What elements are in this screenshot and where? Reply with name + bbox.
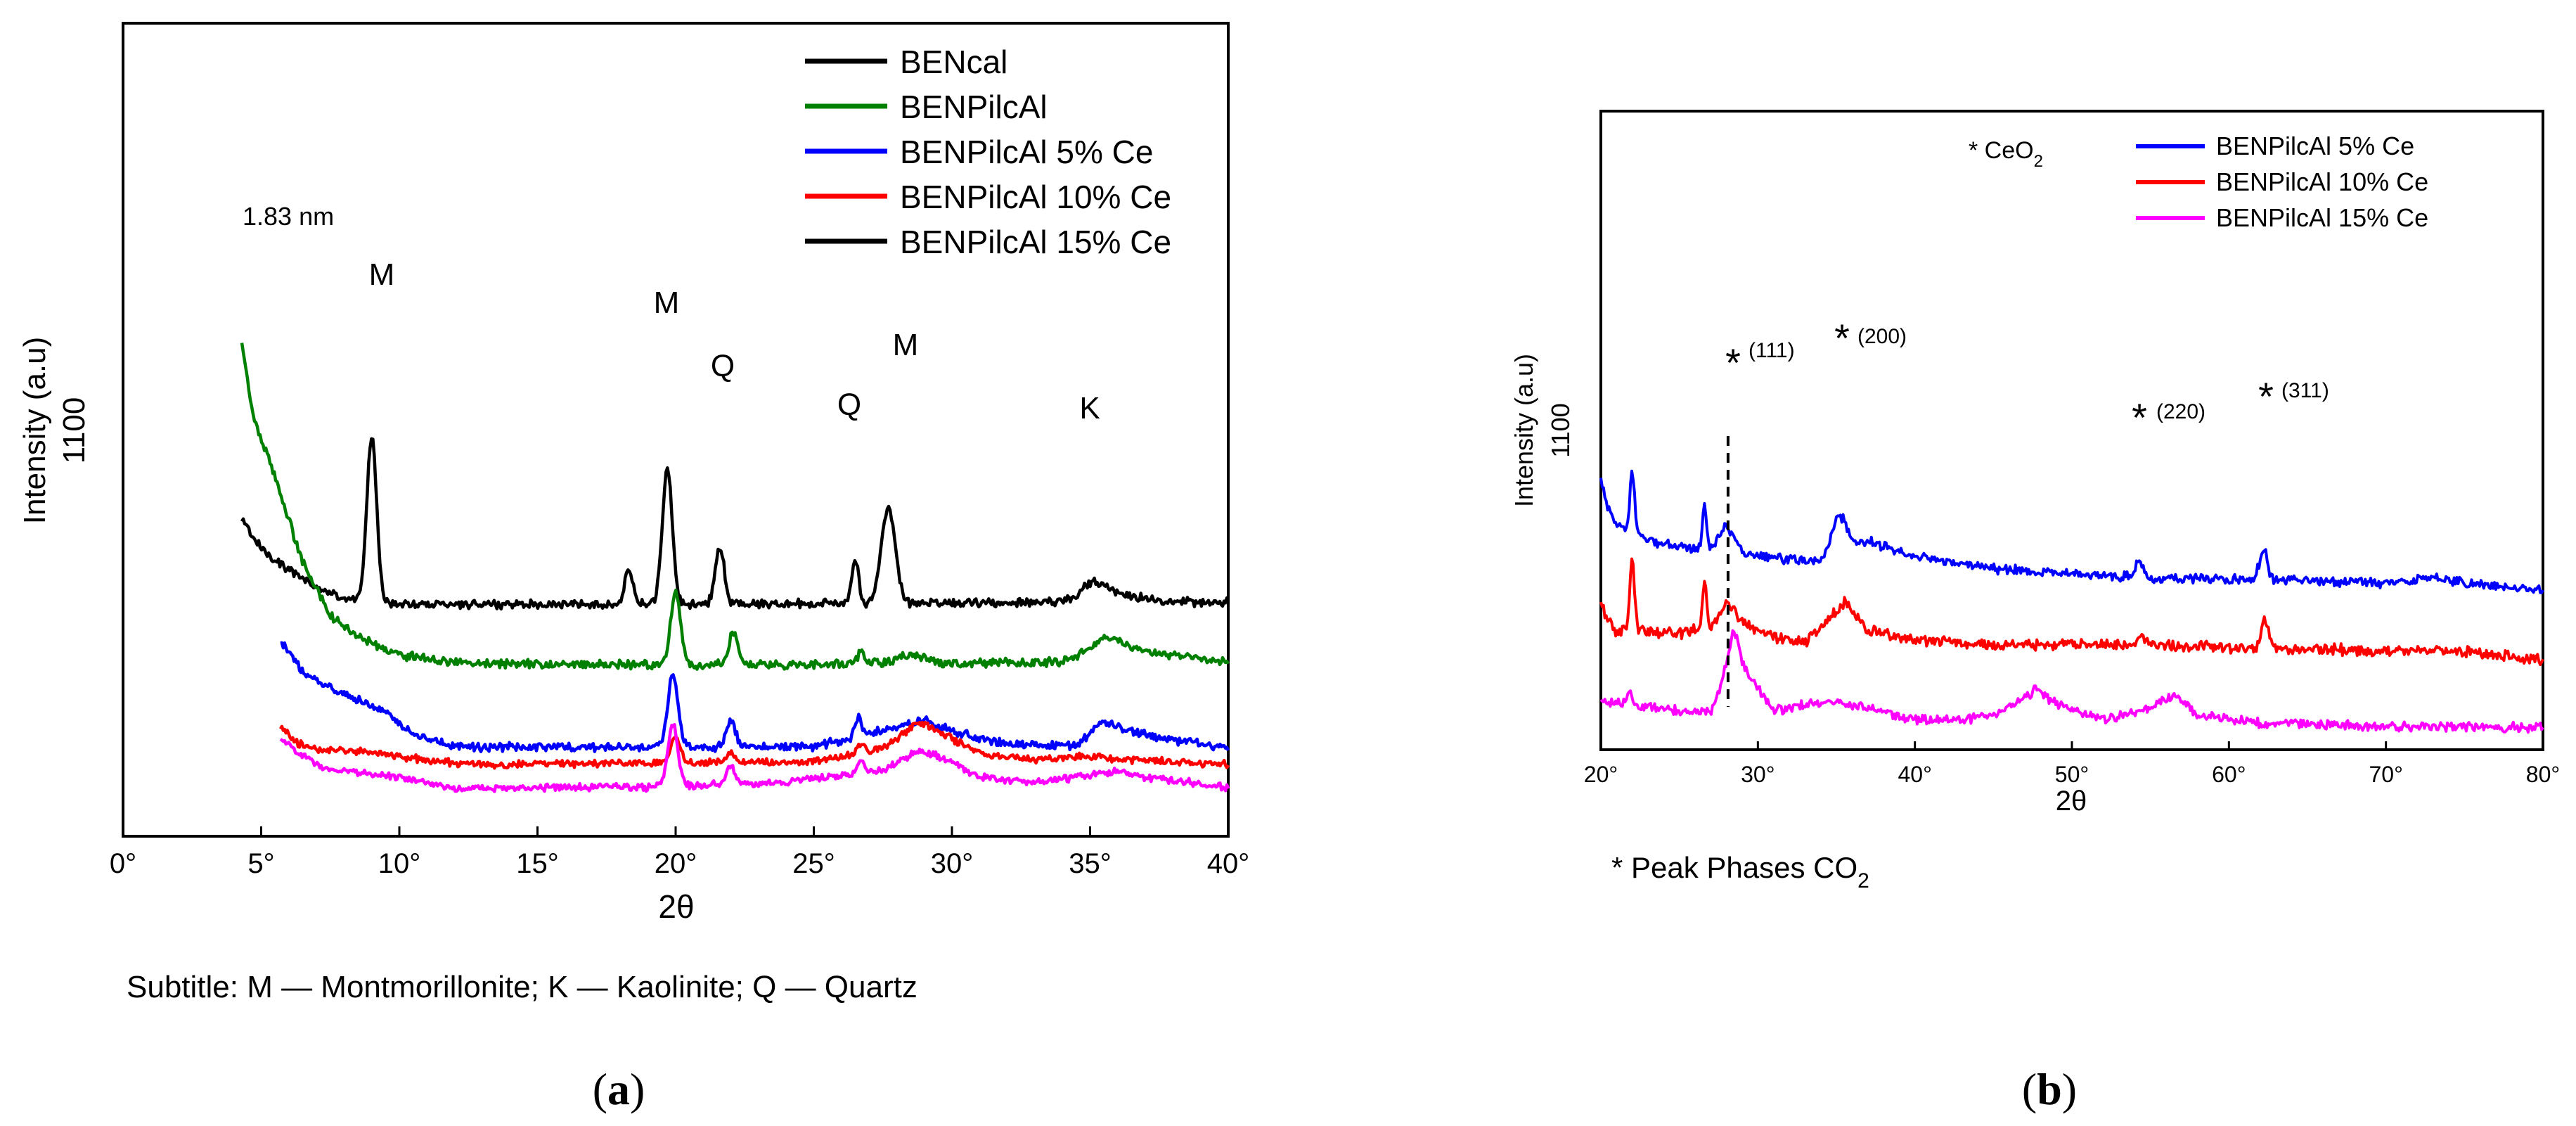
panel-label-b: (b) (2022, 1064, 2077, 1114)
series-line (280, 641, 1230, 753)
legend-label: BENPilcAl 15% Ce (900, 224, 1171, 260)
legend-label: BENPilcAl 10% Ce (900, 179, 1171, 215)
legend-label: BENPilcAl 5% Ce (900, 134, 1153, 170)
peak-star: * (2132, 395, 2147, 440)
x-tick-label: 30° (1741, 762, 1775, 787)
y-tick-label-a: 1100 (57, 397, 91, 464)
annotation-label: M (654, 286, 680, 320)
x-tick-label: 15° (516, 848, 559, 879)
x-tick-label: 0° (110, 848, 136, 879)
x-tick-label: 40° (1898, 762, 1931, 787)
x-tick-label: 80° (2526, 762, 2560, 787)
series-line (240, 437, 1230, 611)
legend-label: BENcal (900, 44, 1007, 80)
legend-b: BENPilcAl 5% Ce BENPilcAl 10% Ce BENPilc… (2136, 132, 2428, 232)
peak-hkl: (311) (2281, 379, 2329, 402)
peak-hkl: (111) (1749, 339, 1795, 362)
footnote-b: * Peak Phases CO2 (1611, 851, 1869, 893)
legend-label: BENPilcAl 5% Ce (2216, 132, 2414, 160)
series-line (279, 720, 1230, 770)
y-axis-label-b: Intensity (a.u) (1509, 354, 1538, 507)
peak-star: * (1834, 316, 1850, 360)
series-group-b (1599, 469, 2544, 734)
annotation-label: K (1079, 391, 1100, 426)
legend-note-b: * CeO2 (1969, 137, 2043, 171)
legend-a: BENcal BENPilcAl BENPilcAl 5% Ce BENPilc… (805, 44, 1171, 260)
x-axis-label-a: 2θ (658, 888, 694, 925)
x-tick-label: 10° (378, 848, 421, 879)
series-line (1599, 629, 2544, 734)
legend-label: BENPilcAl 10% Ce (2216, 167, 2428, 196)
y-tick-label-b: 1100 (1546, 403, 1575, 457)
x-tick-label: 5° (247, 848, 274, 879)
series-line (279, 722, 1230, 793)
chart-panel-a: 0° 5° 10° 15° 20° 25° 30° 35° 40° BENcal BENPilc… (18, 22, 1249, 1114)
peak-labels-b: * (111) * (200) * (220) * (311) (1725, 316, 2329, 440)
x-tick-label: 30° (931, 848, 974, 879)
series-line (240, 343, 1230, 671)
annotation-label: M (369, 257, 395, 292)
x-axis-label-b: 2θ (2056, 786, 2087, 817)
x-tick-label: 20° (1584, 762, 1618, 787)
x-tick-label: 60° (2212, 762, 2246, 787)
panel-label-a: (a) (593, 1064, 645, 1114)
peak-hkl: (220) (2156, 400, 2205, 423)
legend-label: BENPilcAl 15% Ce (2216, 203, 2428, 232)
x-axis-a: 0° 5° 10° 15° 20° 25° 30° 35° 40° (110, 826, 1249, 879)
series-line (1599, 557, 2544, 667)
x-tick-label: 25° (792, 848, 835, 879)
annotation-label: Q (837, 388, 861, 422)
peak-hkl: (200) (1857, 325, 1907, 348)
y-axis-label-a: Intensity (a.u) (18, 337, 52, 525)
annotation-label: 1.83 nm (243, 202, 334, 231)
x-tick-label: 35° (1069, 848, 1112, 879)
peak-star: * (1725, 340, 1741, 385)
series-line (1599, 469, 2544, 594)
annotation-label: M (893, 328, 919, 362)
chart-panel-b: 20° 30° 40° 50° 60° 70° 80° * CeO2 BENPilcAl 5… (1509, 110, 2560, 1114)
peak-star: * (2258, 374, 2274, 418)
x-tick-label: 70° (2369, 762, 2402, 787)
x-tick-label: 50° (2055, 762, 2089, 787)
series-group-a (240, 343, 1230, 793)
annotation-label: Q (711, 349, 735, 383)
annotations-a: 1.83 nm M M Q Q M K (243, 202, 1100, 426)
x-tick-label: 20° (655, 848, 697, 879)
subtitle-a: Subtitle: M — Montmorillonite; K — Kaoli… (127, 970, 917, 1004)
legend-label: BENPilcAl (900, 89, 1048, 125)
x-axis-b: 20° 30° 40° 50° 60° 70° 80° (1584, 741, 2560, 787)
x-tick-label: 40° (1207, 848, 1250, 879)
